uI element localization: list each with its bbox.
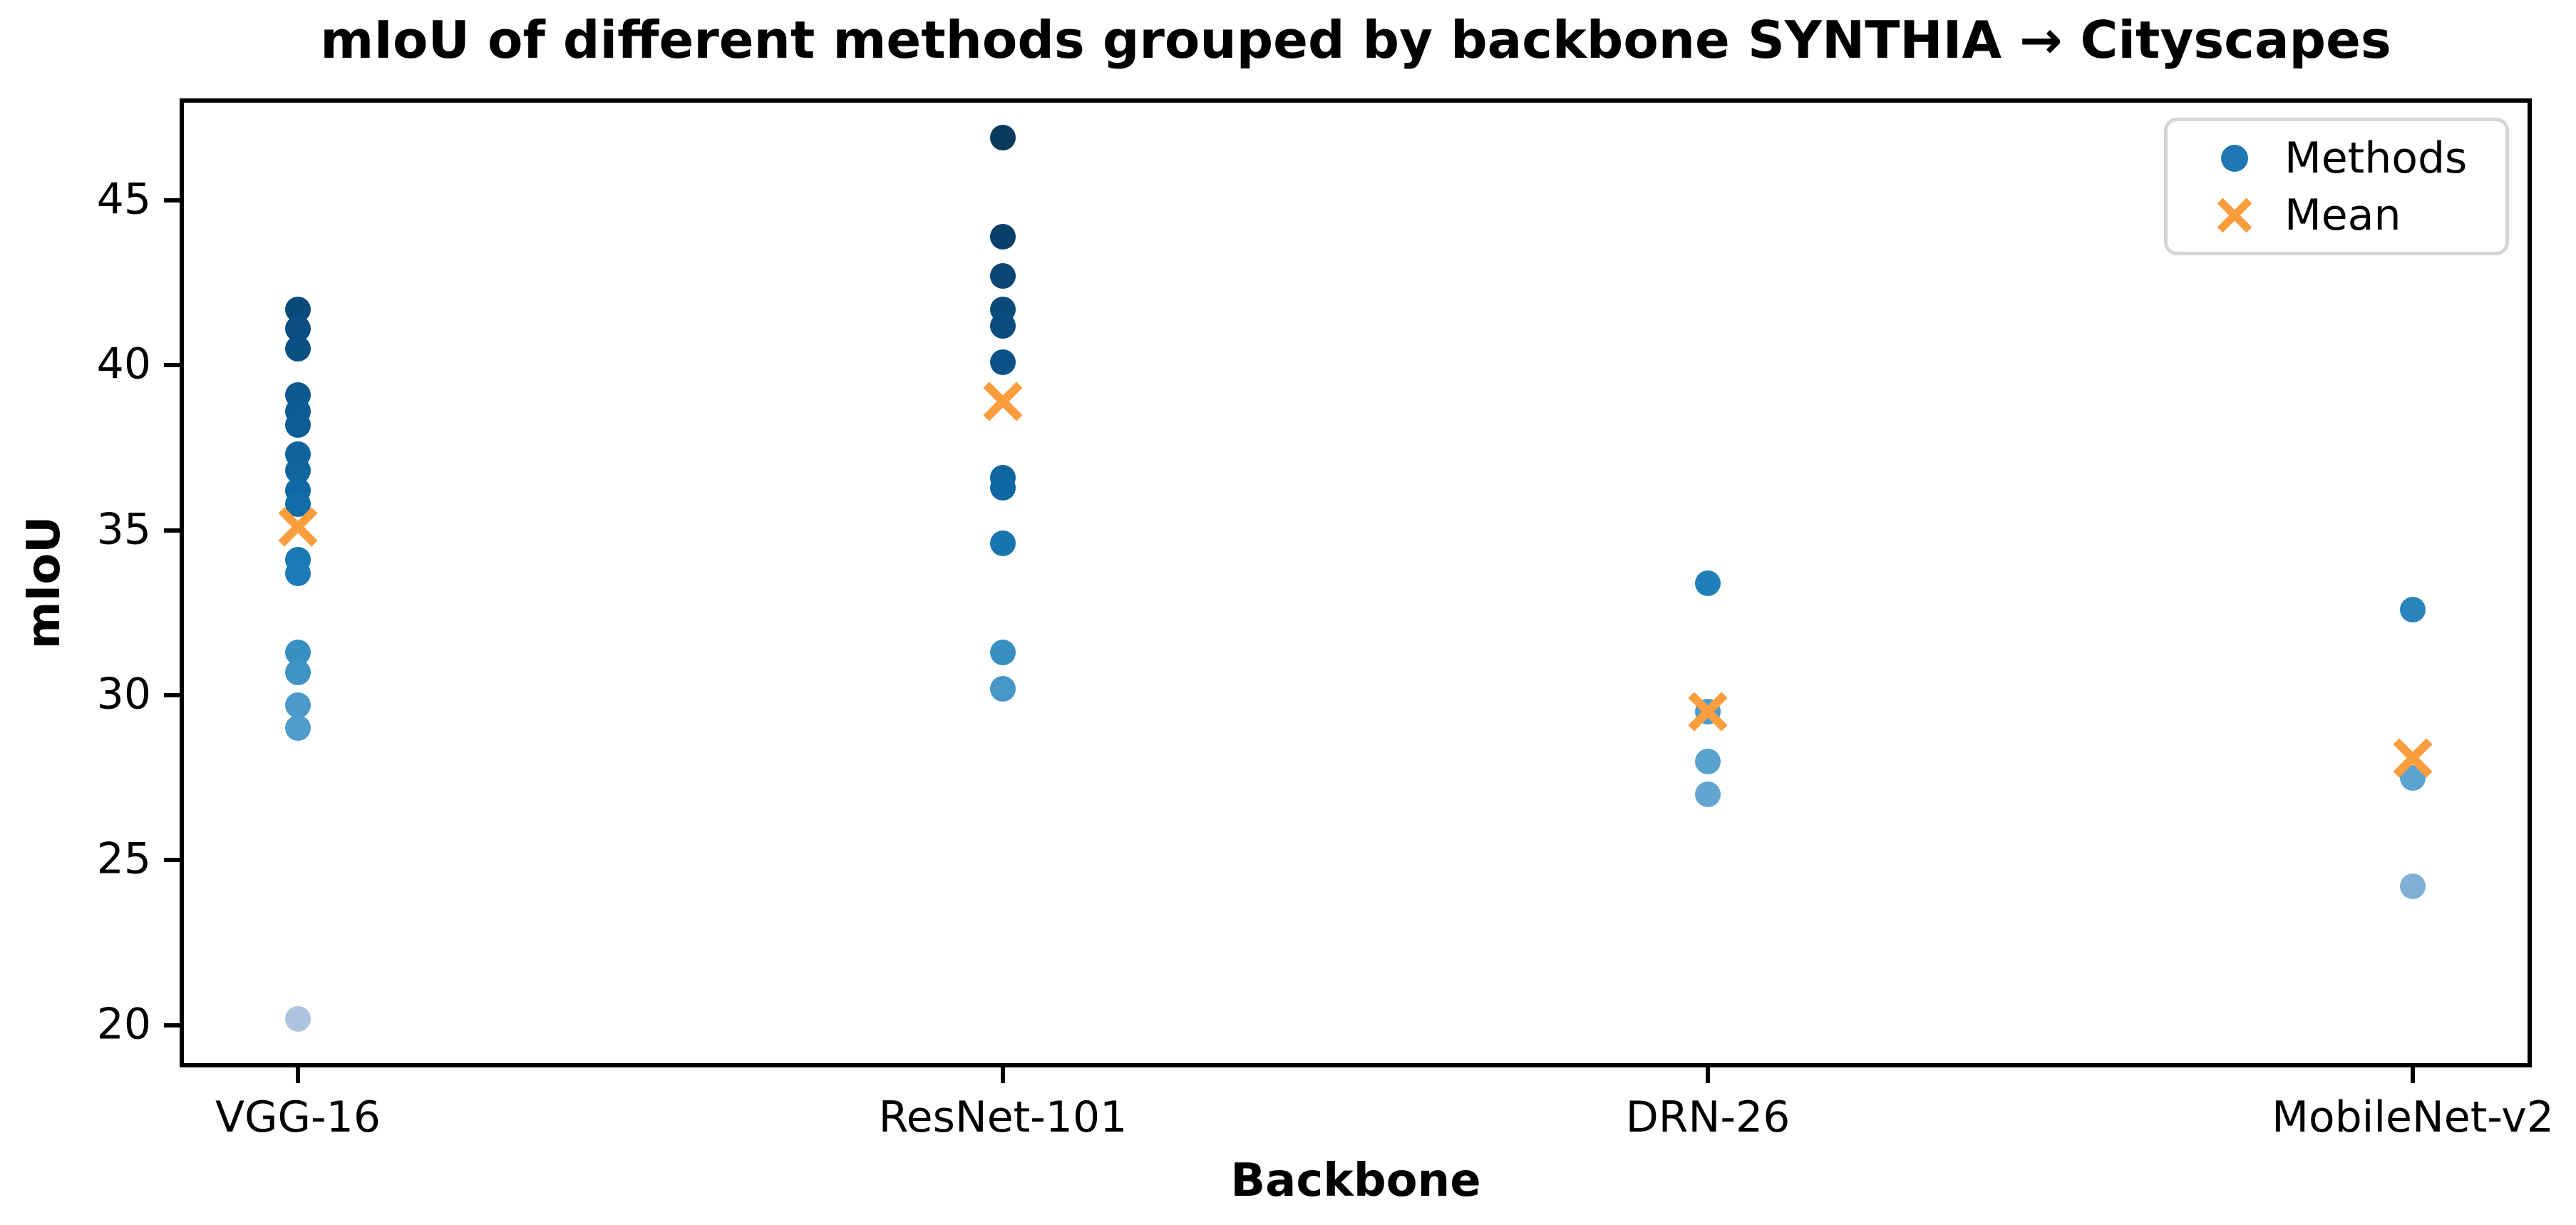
method-point bbox=[990, 675, 1016, 702]
method-point bbox=[990, 125, 1016, 151]
y-tick-label: 35 bbox=[96, 504, 151, 555]
method-point bbox=[284, 411, 311, 438]
method-point bbox=[284, 692, 311, 718]
y-tick-label: 25 bbox=[96, 834, 151, 885]
legend-marker-cell bbox=[2185, 130, 2284, 187]
mean-marker bbox=[275, 504, 321, 550]
x-tick-label category-label: DRN-26 bbox=[1625, 1092, 1791, 1142]
y-tick bbox=[164, 858, 180, 863]
legend-row-methods: Methods bbox=[2185, 130, 2488, 187]
method-point bbox=[2400, 873, 2426, 900]
method-point bbox=[990, 223, 1016, 250]
legend: Methods Mean bbox=[2164, 118, 2509, 255]
y-tick bbox=[164, 1022, 180, 1027]
y-tick-label: 30 bbox=[96, 669, 151, 719]
method-point bbox=[284, 715, 311, 742]
x-tick bbox=[1706, 1067, 1710, 1083]
y-tick bbox=[164, 363, 180, 368]
x-tick bbox=[1001, 1067, 1005, 1083]
method-point bbox=[284, 336, 311, 362]
method-point bbox=[284, 659, 311, 685]
method-point bbox=[990, 312, 1016, 339]
method-point bbox=[284, 560, 311, 586]
legend-row-mean: Mean bbox=[2185, 187, 2488, 244]
mean-marker bbox=[1685, 689, 1731, 734]
plot-area bbox=[164, 98, 2532, 1083]
y-tick-label: 45 bbox=[96, 174, 151, 225]
legend-label-mean: Mean bbox=[2284, 190, 2401, 240]
y-tick-label: 40 bbox=[96, 339, 151, 389]
y-tick-label: 20 bbox=[96, 999, 151, 1050]
method-point bbox=[1695, 781, 1721, 807]
method-point bbox=[284, 1005, 311, 1032]
chart-title: mIoU of different methods grouped by bac… bbox=[320, 10, 2391, 70]
method-point bbox=[990, 349, 1016, 375]
mean-marker bbox=[2390, 735, 2436, 781]
legend-marker-cell bbox=[2185, 187, 2284, 244]
method-point bbox=[1695, 570, 1721, 596]
method-point bbox=[2400, 596, 2426, 622]
method-point bbox=[990, 474, 1016, 501]
x-tick-label category-label: ResNet-101 bbox=[878, 1092, 1128, 1142]
y-tick bbox=[164, 693, 180, 698]
mean-marker bbox=[980, 379, 1026, 424]
x-tick bbox=[2411, 1067, 2416, 1083]
method-point bbox=[990, 263, 1016, 289]
x-axis-label: Backbone bbox=[1230, 1154, 1481, 1207]
method-point bbox=[990, 531, 1016, 557]
y-axis-label: mIoU bbox=[18, 516, 71, 650]
method-point bbox=[1695, 748, 1721, 774]
x-tick-label category-label: VGG-16 bbox=[215, 1092, 381, 1142]
method-point bbox=[990, 639, 1016, 665]
methods-dot-icon bbox=[2221, 145, 2248, 172]
legend-label-methods: Methods bbox=[2284, 133, 2468, 183]
x-tick bbox=[295, 1067, 300, 1083]
y-tick bbox=[164, 198, 180, 203]
x-tick-label category-label: MobileNet-v2 bbox=[2272, 1092, 2554, 1142]
mean-x-icon bbox=[2215, 195, 2255, 235]
y-tick bbox=[164, 528, 180, 533]
